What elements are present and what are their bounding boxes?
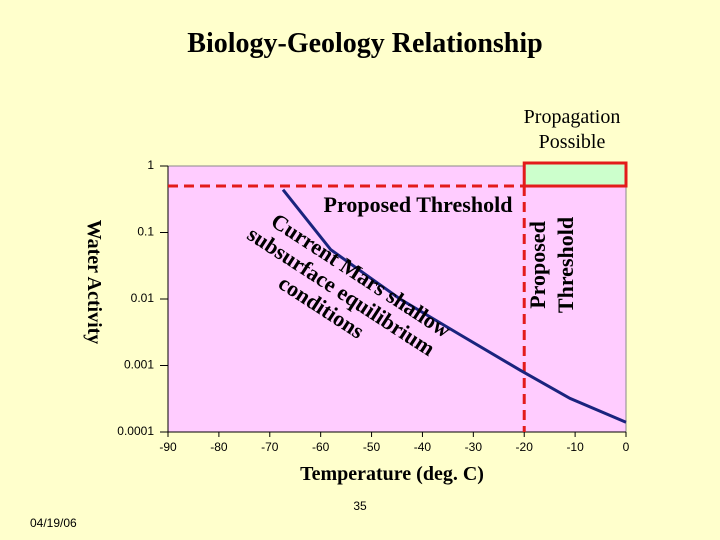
curve [281, 188, 627, 424]
y-tick-label: 0.001 [124, 358, 154, 372]
threshold-label: Proposed Threshold [324, 192, 513, 217]
y-tick-label: 1 [147, 158, 154, 172]
x-tick-label: -30 [465, 440, 483, 454]
x-tick-label: 0 [623, 440, 630, 454]
y-axis-label: Water Activity [83, 220, 105, 345]
x-tick-label: -20 [516, 440, 534, 454]
date: 04/19/06 [30, 516, 77, 530]
page-number: 35 [353, 499, 367, 513]
title: Biology-Geology Relationship [187, 28, 542, 59]
threshold-label-vertical: Proposed [525, 221, 550, 309]
threshold-label-vertical: Threshold [553, 217, 578, 313]
x-tick-label: -50 [363, 440, 381, 454]
x-tick-label: -10 [566, 440, 584, 454]
region-label: Possible [539, 131, 606, 153]
y-tick-label: 0.1 [137, 225, 154, 239]
x-tick-label: -70 [261, 440, 279, 454]
region-label: Propagation [524, 106, 621, 128]
x-tick-label: -80 [210, 440, 228, 454]
x-tick-label: -90 [159, 440, 177, 454]
propagation-region [522, 161, 628, 188]
x-tick-label: -60 [312, 440, 330, 454]
y-tick-label: 0.01 [131, 291, 155, 305]
x-axis-label: Temperature (deg. C) [300, 463, 484, 485]
y-tick-label: 0.0001 [117, 424, 154, 438]
x-tick-label: -40 [414, 440, 432, 454]
